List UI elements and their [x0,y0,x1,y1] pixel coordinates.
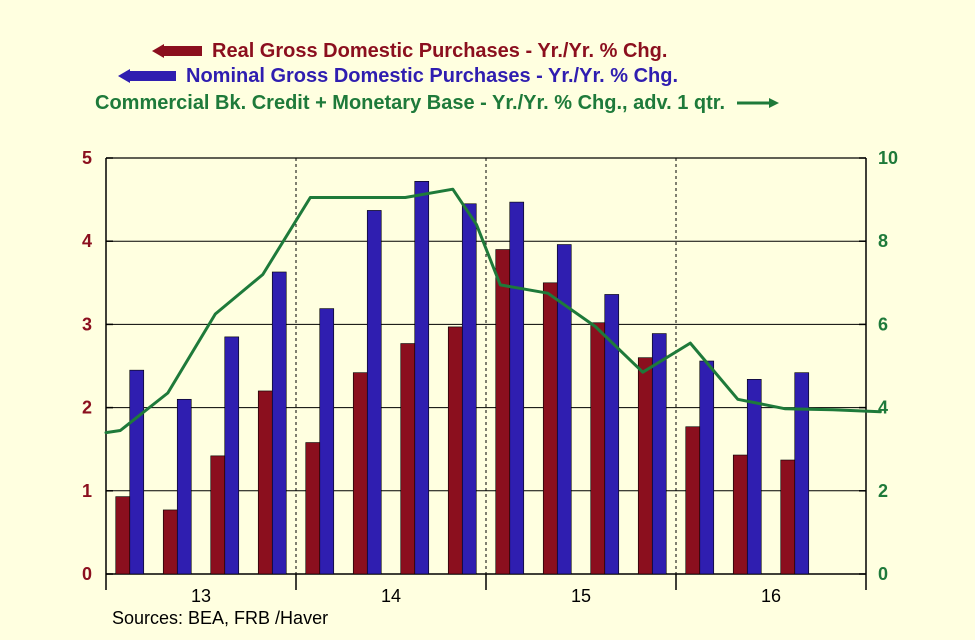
bar-nominal [461,203,477,575]
x-axis-tick-label: 16 [761,586,781,606]
bar-nominal [414,180,430,575]
bar-nominal [651,333,667,575]
left-axis-tick-label: 4 [82,231,92,251]
x-axis-tick-label: 13 [191,586,211,606]
line-credit-monetary-base [104,187,882,435]
legend-item-real: Real Gross Domestic Purchases - Yr./Yr. … [152,39,667,63]
bar-nominal [319,308,335,575]
bar-nominal [224,336,240,575]
bar-nominal [699,360,715,575]
legend-nominal-label: Nominal Gross Domestic Purchases - Yr./Y… [186,65,679,87]
bar-nominal [509,201,525,575]
source-note: Sources: BEA, FRB /Haver [112,608,329,628]
bar-real [257,390,273,575]
left-axis-tick-label: 2 [82,398,92,418]
legend-credit-arrow-icon [737,98,780,108]
bar-nominal [746,379,762,575]
right-axis-tick-label: 8 [878,231,888,251]
right-axis-tick-label: 0 [878,564,888,584]
right-axis-tick-label: 6 [878,314,888,334]
legend-item-nominal: Nominal Gross Domestic Purchases - Yr./Y… [118,64,678,88]
bar-nominal [176,398,192,575]
right-axis-tick-label: 10 [878,148,898,168]
bar-real [780,459,796,575]
bar-real [495,249,511,575]
bar-nominal [366,210,382,575]
x-axis-tick-label: 15 [571,586,591,606]
bar-real [685,426,701,575]
bar-real [115,496,131,575]
bar-nominal [794,372,810,575]
left-axis-tick-label: 1 [82,481,92,501]
bar-nominal [556,244,572,575]
right-axis-tick-label: 4 [878,398,888,418]
x-axis-tick-label: 14 [381,586,401,606]
bar-nominal [129,369,145,575]
left-axis-tick-label: 5 [82,148,92,168]
legend-credit-label: Commercial Bk. Credit + Monetary Base - … [95,92,726,114]
bar-real [732,454,748,575]
bar-real [590,322,606,575]
legend-real-swatch-icon [152,44,202,58]
bar-real [305,442,321,575]
bar-real [162,509,178,575]
bar-real [352,372,368,575]
legend-item-credit: Commercial Bk. Credit + Monetary Base - … [95,91,780,115]
legend-nominal-swatch-icon [118,69,176,83]
bar-real [542,282,558,575]
bar-real [447,326,463,575]
bar-real [637,357,653,575]
left-axis-tick-label: 3 [82,314,92,334]
left-axis-tick-label: 0 [82,564,92,584]
bar-real [400,343,416,575]
bar-real [210,455,226,575]
bar-nominal [271,271,287,575]
right-axis-tick-label: 2 [878,481,888,501]
legend-real-label: Real Gross Domestic Purchases - Yr./Yr. … [212,40,668,62]
